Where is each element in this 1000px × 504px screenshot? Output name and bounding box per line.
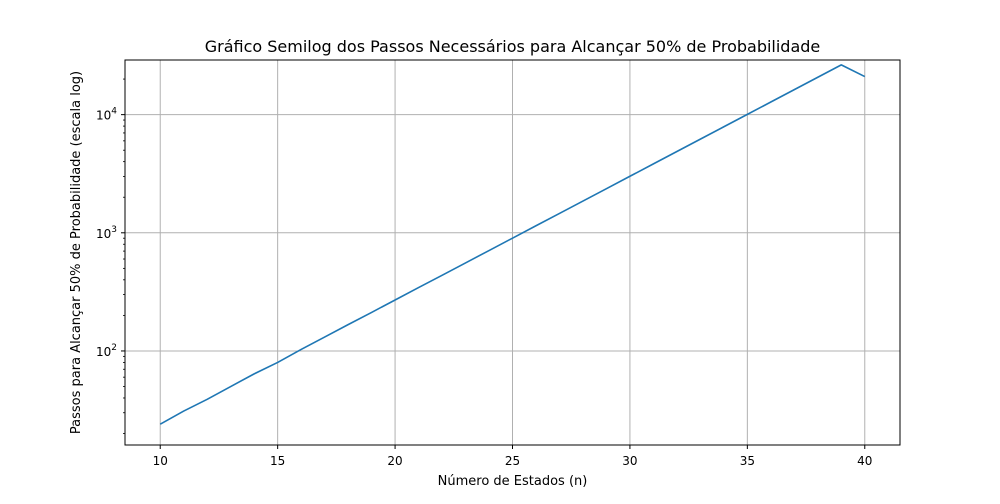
x-tick-label: 10 bbox=[153, 454, 168, 468]
x-tick-label: 30 bbox=[622, 454, 637, 468]
ticks: 10 15 20 25 30 35 40 102 103 104 bbox=[96, 78, 872, 468]
x-tick-label: 25 bbox=[505, 454, 520, 468]
x-tick-label: 40 bbox=[857, 454, 872, 468]
x-tick-label: 35 bbox=[740, 454, 755, 468]
series-layer bbox=[159, 64, 866, 425]
series-line bbox=[159, 64, 866, 425]
x-tick-label: 15 bbox=[270, 454, 285, 468]
chart-title: Gráfico Semilog dos Passos Necessários p… bbox=[205, 37, 821, 56]
y-axis-label: Passos para Alcançar 50% de Probabilidad… bbox=[69, 71, 84, 434]
y-tick-label: 103 bbox=[96, 225, 117, 241]
y-tick-label: 104 bbox=[96, 107, 117, 123]
y-tick-label: 102 bbox=[96, 343, 117, 359]
x-axis-label: Número de Estados (n) bbox=[438, 474, 588, 489]
x-tick-label: 20 bbox=[387, 454, 402, 468]
grid bbox=[125, 60, 900, 445]
